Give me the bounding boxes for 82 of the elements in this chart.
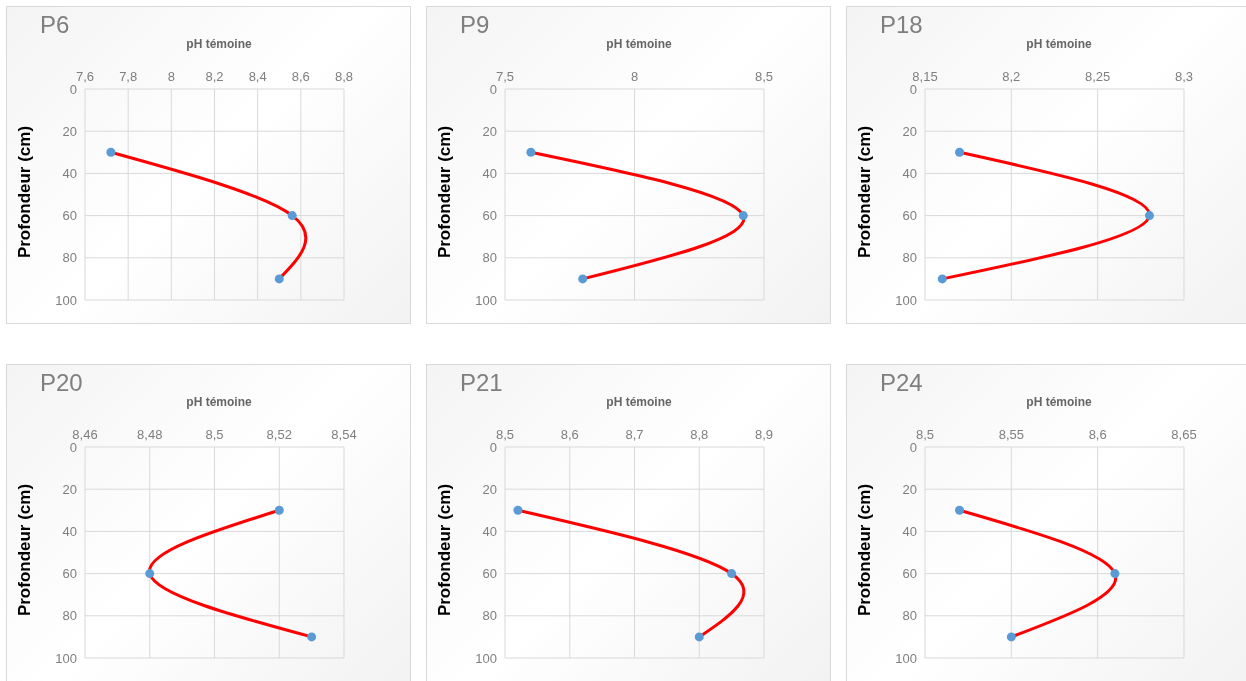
y-tick-label: 0 <box>909 81 917 97</box>
y-tick-label: 0 <box>69 81 77 97</box>
y-tick-label: 0 <box>489 439 497 455</box>
y-tick-label: 20 <box>482 481 497 497</box>
x-tick-label: 8,52 <box>266 427 292 442</box>
y-tick-label: 80 <box>902 250 917 266</box>
y-tick-label: 60 <box>902 566 917 582</box>
x-tick-label: 8,15 <box>912 69 938 84</box>
y-tick-label: 60 <box>62 208 77 224</box>
y-tick-label: 40 <box>62 524 77 540</box>
x-axis-title: pH témoine <box>1025 37 1093 51</box>
y-tick-label: 0 <box>909 439 917 455</box>
y-tick-label: 40 <box>902 166 917 182</box>
x-tick-label: 7,6 <box>75 69 95 84</box>
x-tick-label: 8,5 <box>915 427 935 442</box>
x-tick-label: 8,55 <box>998 427 1024 442</box>
x-tick-label: 7,5 <box>495 69 515 84</box>
y-axis-title: Profondeur (cm) <box>15 483 35 617</box>
y-tick-label: 40 <box>62 166 77 182</box>
x-tick-label: 8,46 <box>72 427 98 442</box>
y-tick-label: 20 <box>62 481 77 497</box>
chart-title: P20 <box>40 369 83 397</box>
y-tick-label: 20 <box>902 123 917 139</box>
chart-title: P6 <box>40 11 70 39</box>
x-tick-label: 8,6 <box>1088 427 1107 442</box>
y-tick-label: 0 <box>69 439 77 455</box>
x-axis-title: pH témoine <box>185 37 253 51</box>
chart-title: P24 <box>880 369 923 397</box>
y-tick-label: 60 <box>482 208 497 224</box>
x-tick-label: 8,5 <box>205 427 224 442</box>
x-axis-title: pH témoine <box>185 395 253 409</box>
x-tick-label: 8 <box>167 69 175 84</box>
x-axis-title: pH témoine <box>1025 395 1093 409</box>
y-tick-label: 100 <box>895 650 917 666</box>
y-axis-title: Profondeur (cm) <box>15 125 35 259</box>
y-tick-label: 40 <box>482 166 497 182</box>
y-axis-title: Profondeur (cm) <box>855 483 875 617</box>
x-axis-title: pH témoine <box>605 37 673 51</box>
y-tick-label: 100 <box>475 292 497 308</box>
y-tick-label: 60 <box>62 566 77 582</box>
x-tick-label: 8,5 <box>754 69 774 84</box>
y-tick-label: 100 <box>55 292 77 308</box>
x-tick-label: 8,3 <box>1174 69 1194 84</box>
y-tick-label: 20 <box>62 123 77 139</box>
x-tick-label: 8,9 <box>754 427 774 442</box>
x-axis-title: pH témoine <box>605 395 673 409</box>
x-tick-label: 8,65 <box>1171 427 1197 442</box>
y-tick-label: 0 <box>489 81 497 97</box>
x-tick-label: 8 <box>630 69 639 84</box>
x-tick-label: 8,48 <box>137 427 163 442</box>
x-tick-label: 8,2 <box>1002 69 1021 84</box>
x-tick-label: 8,6 <box>291 69 310 84</box>
y-tick-label: 20 <box>482 123 497 139</box>
x-tick-label: 8,5 <box>495 427 515 442</box>
x-tick-label: 8,2 <box>205 69 224 84</box>
y-tick-label: 80 <box>482 608 497 624</box>
chart-title: P18 <box>880 11 923 39</box>
y-tick-label: 80 <box>482 250 497 266</box>
y-tick-label: 100 <box>55 650 77 666</box>
x-tick-label: 8,8 <box>690 427 709 442</box>
y-axis-title: Profondeur (cm) <box>435 483 455 617</box>
y-tick-label: 60 <box>482 566 497 582</box>
x-tick-label: 8,6 <box>560 427 579 442</box>
x-tick-label: 8,4 <box>248 69 267 84</box>
y-axis-title: Profondeur (cm) <box>855 125 875 259</box>
y-tick-label: 20 <box>902 481 917 497</box>
x-tick-label: 8,25 <box>1085 69 1111 84</box>
y-tick-label: 80 <box>902 608 917 624</box>
y-tick-label: 60 <box>902 208 917 224</box>
x-tick-label: 7,8 <box>119 69 138 84</box>
y-tick-label: 100 <box>895 292 917 308</box>
y-tick-label: 80 <box>62 608 77 624</box>
chart-title: P9 <box>460 11 490 39</box>
y-axis-title: Profondeur (cm) <box>435 125 455 259</box>
x-tick-label: 8,7 <box>625 427 644 442</box>
x-tick-label: 8,54 <box>331 427 357 442</box>
y-tick-label: 40 <box>482 524 497 540</box>
y-tick-label: 40 <box>902 524 917 540</box>
chart-title: P21 <box>460 369 503 397</box>
x-tick-label: 8,8 <box>334 69 354 84</box>
y-tick-label: 100 <box>475 650 497 666</box>
y-tick-label: 80 <box>62 250 77 266</box>
